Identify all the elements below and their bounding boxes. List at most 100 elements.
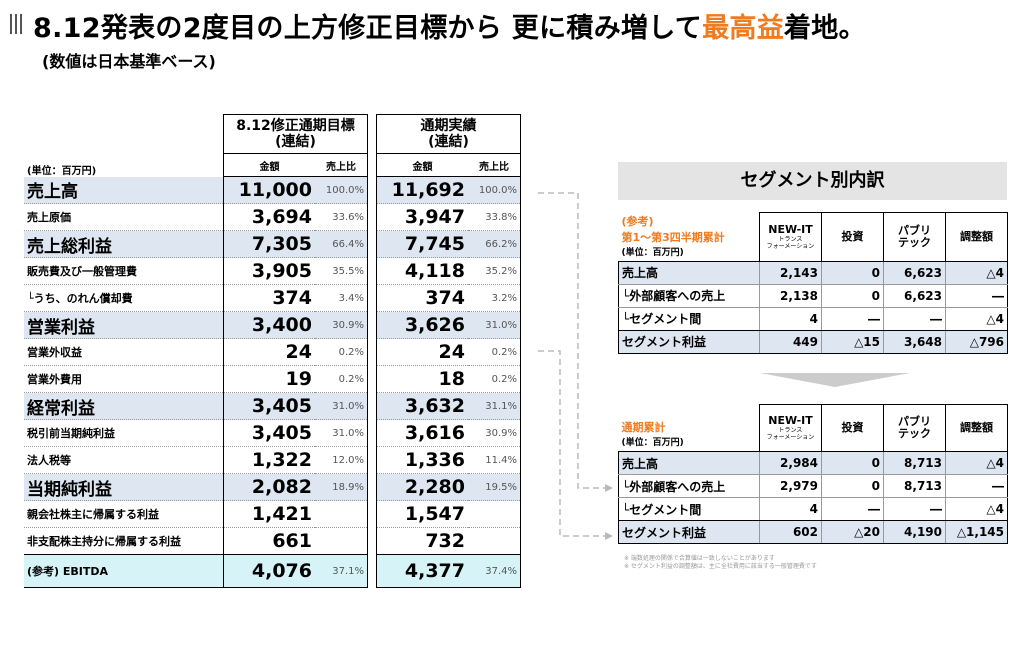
actual-ratio: 100.0% bbox=[468, 176, 521, 204]
header-adjust: 調整額 bbox=[945, 404, 1008, 452]
target-ratio: 33.6% bbox=[315, 203, 368, 231]
sub-ratio: 売上比 bbox=[315, 153, 368, 177]
target-ratio: 37.1% bbox=[315, 554, 368, 588]
segment-row: 売上高 2,143 0 6,623 △4 bbox=[618, 260, 1008, 285]
value-adjust: △4 bbox=[945, 497, 1008, 521]
segment-row: └外部顧客への売上 2,979 0 8,713 ― bbox=[618, 474, 1008, 498]
actual-ratio: 35.2% bbox=[468, 257, 521, 285]
target-ratio bbox=[315, 527, 368, 555]
target-ratio: 18.9% bbox=[315, 473, 368, 501]
value-newit: 2,979 bbox=[759, 474, 822, 498]
value-public: 6,623 bbox=[883, 284, 946, 308]
value-public: 8,713 bbox=[883, 451, 946, 475]
row-label: 当期純利益 bbox=[24, 473, 224, 501]
table-row: 売上高 11,000 100.0% 11,692 100.0% bbox=[24, 176, 521, 204]
table-row: 法人税等 1,322 12.0% 1,336 11.4% bbox=[24, 446, 521, 474]
footnotes: ※ 端数処理の関係で合算値は一致しないことがあります ※ セグメント利益の調整額… bbox=[624, 555, 817, 571]
actual-ratio: 0.2% bbox=[468, 365, 521, 393]
segment-row-label: セグメント利益 bbox=[618, 520, 760, 544]
row-label: 営業利益 bbox=[24, 311, 224, 339]
value-adjust: △4 bbox=[945, 260, 1008, 285]
segment-row: └セグメント間 4 ― ― △4 bbox=[618, 307, 1008, 331]
target-amount: 3,405 bbox=[223, 392, 315, 420]
value-newit: 449 bbox=[759, 330, 822, 354]
target-amount: 3,405 bbox=[223, 419, 315, 447]
target-ratio: 35.5% bbox=[315, 257, 368, 285]
target-ratio: 100.0% bbox=[315, 176, 368, 204]
table-row: 税引前当期純利益 3,405 31.0% 3,616 30.9% bbox=[24, 419, 521, 447]
target-amount: 19 bbox=[223, 365, 315, 393]
actual-ratio bbox=[468, 500, 521, 528]
target-amount: 4,076 bbox=[223, 554, 315, 588]
value-newit: 602 bbox=[759, 520, 822, 544]
value-newit: 4 bbox=[759, 497, 822, 521]
actual-amount: 3,947 bbox=[376, 203, 468, 231]
value-public: ― bbox=[883, 497, 946, 521]
segment-label: 通期累計 (単位：百万円) bbox=[621, 421, 684, 448]
value-public: 3,648 bbox=[883, 330, 946, 354]
value-invest: ― bbox=[821, 497, 884, 521]
table-row: 売上総利益 7,305 66.4% 7,745 66.2% bbox=[24, 230, 521, 258]
segment-title: セグメント別内訳 bbox=[618, 162, 1007, 200]
segment-full-table: 通期累計 (単位：百万円) NEW-IT トランス フォーメーション 投資 パブリ テック 調整… bbox=[618, 404, 1008, 544]
page-title: 8.12発表の2度目の上方修正目標から 更に積み増して最高益着地。 bbox=[33, 13, 866, 44]
row-label: 売上原価 bbox=[24, 203, 224, 231]
value-invest: △20 bbox=[821, 520, 884, 544]
segment-row: └外部顧客への売上 2,138 0 6,623 ― bbox=[618, 284, 1008, 308]
value-public: 8,713 bbox=[883, 474, 946, 498]
header-newit: NEW-IT トランス フォーメーション bbox=[759, 404, 822, 452]
actual-amount: 4,377 bbox=[376, 554, 468, 588]
sub-ratio: 売上比 bbox=[468, 153, 521, 177]
actual-amount: 374 bbox=[376, 284, 468, 312]
table-row: 営業外収益 24 0.2% 24 0.2% bbox=[24, 338, 521, 366]
segment-row-label: └外部顧客への売上 bbox=[618, 474, 760, 498]
target-amount: 11,000 bbox=[223, 176, 315, 204]
target-amount: 3,400 bbox=[223, 311, 315, 339]
unit-label: (単位：百万円) bbox=[27, 165, 97, 177]
col-actual-title: 通期実績 (連結) bbox=[376, 114, 521, 154]
target-amount: 1,421 bbox=[223, 500, 315, 528]
target-amount: 2,082 bbox=[223, 473, 315, 501]
actual-amount: 24 bbox=[376, 338, 468, 366]
actual-amount: 4,118 bbox=[376, 257, 468, 285]
value-adjust: △1,145 bbox=[945, 520, 1008, 544]
target-ratio: 30.9% bbox=[315, 311, 368, 339]
sub-amount: 金額 bbox=[223, 153, 315, 177]
segment-row-label: └セグメント間 bbox=[618, 497, 760, 521]
row-label: (参考) EBITDA bbox=[24, 554, 224, 588]
value-invest: ― bbox=[821, 307, 884, 331]
table-row: 非支配株主持分に帰属する利益 661 732 bbox=[24, 527, 521, 555]
value-invest: 0 bbox=[821, 284, 884, 308]
actual-ratio bbox=[468, 527, 521, 555]
value-adjust: ― bbox=[945, 474, 1008, 498]
row-label: 営業外費用 bbox=[24, 365, 224, 393]
target-ratio: 66.4% bbox=[315, 230, 368, 258]
actual-ratio: 11.4% bbox=[468, 446, 521, 474]
actual-amount: 3,632 bbox=[376, 392, 468, 420]
row-label: └うち、のれん償却費 bbox=[24, 284, 224, 312]
header-adjust: 調整額 bbox=[945, 212, 1008, 262]
income-statement-table: 8.12修正通期目標 (連結) 通期実績 (連結) (単位：百万円) 金額 売上比 … bbox=[24, 114, 521, 588]
target-ratio: 0.2% bbox=[315, 365, 368, 393]
value-newit: 2,143 bbox=[759, 260, 822, 285]
target-amount: 24 bbox=[223, 338, 315, 366]
title-highlight: 最高益 bbox=[702, 13, 784, 44]
header-invest: 投資 bbox=[821, 404, 884, 452]
value-adjust: ― bbox=[945, 284, 1008, 308]
actual-ratio: 33.8% bbox=[468, 203, 521, 231]
table-row: 営業利益 3,400 30.9% 3,626 31.0% bbox=[24, 311, 521, 339]
segment-row: セグメント利益 602 △20 4,190 △1,145 bbox=[618, 520, 1008, 544]
actual-amount: 18 bbox=[376, 365, 468, 393]
segment-row: 売上高 2,984 0 8,713 △4 bbox=[618, 451, 1008, 475]
target-amount: 374 bbox=[223, 284, 315, 312]
actual-amount: 732 bbox=[376, 527, 468, 555]
target-ratio bbox=[315, 500, 368, 528]
actual-ratio: 37.4% bbox=[468, 554, 521, 588]
segment-row: └セグメント間 4 ― ― △4 bbox=[618, 497, 1008, 521]
table-row: 親会社株主に帰属する利益 1,421 1,547 bbox=[24, 500, 521, 528]
value-adjust: △796 bbox=[945, 330, 1008, 354]
target-amount: 1,322 bbox=[223, 446, 315, 474]
col-target-title: 8.12修正通期目標 (連結) bbox=[223, 114, 368, 154]
segment-row-label: └セグメント間 bbox=[618, 307, 760, 331]
